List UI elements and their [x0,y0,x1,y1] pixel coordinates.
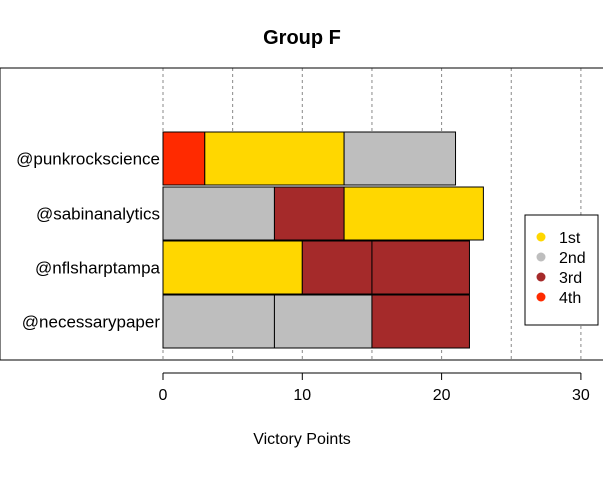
legend-marker [536,292,546,302]
x-axis-label: Victory Points [253,431,351,448]
legend-label: 1st [559,230,581,247]
x-tick-label: 20 [433,387,451,404]
category-label: @nflsharptampa [35,259,161,278]
category-labels: @punkrockscience @sabinanalytics @nflsharp… [16,150,160,332]
bar-segment [343,131,457,186]
legend-label: 2nd [559,250,586,267]
legend-marker [536,252,546,262]
x-tick-label: 10 [293,387,311,404]
bar-segment [343,186,484,241]
chart-title: Group F [263,27,341,49]
bar-segment [162,240,303,295]
legend-marker [536,272,546,282]
category-label: @necessarypaper [22,313,161,332]
bar-segment [371,294,470,349]
bar-segment [162,186,275,241]
category-label: @punkrockscience [16,150,160,169]
bar-segment [162,131,206,186]
category-label: @sabinanalytics [36,205,160,224]
x-axis: 0 10 20 30 [159,372,590,404]
bars [162,131,484,349]
bar-segment [371,240,470,295]
bar-segment [204,131,345,186]
legend: 1st 2nd 3rd 4th [524,214,599,326]
x-tick-label: 30 [572,387,590,404]
bar-segment [301,240,373,295]
x-tick-label: 0 [159,387,168,404]
bar-segment [162,294,275,349]
plot-frame [0,67,603,361]
bar-segment [273,294,373,349]
legend-label: 4th [559,290,581,307]
legend-marker [536,232,546,242]
bar-segment [273,186,345,241]
legend-box [524,214,599,326]
legend-label: 3rd [559,270,582,287]
